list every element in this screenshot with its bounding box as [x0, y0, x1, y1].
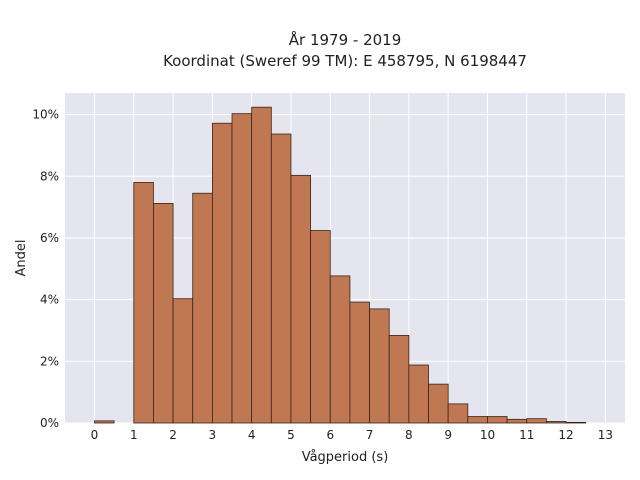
histogram-bar: [408, 364, 429, 424]
histogram-bar: [310, 230, 331, 424]
y-tick-label: 10%: [32, 108, 59, 122]
y-tick-label: 6%: [40, 231, 59, 245]
chart-subtitle: Koordinat (Sweref 99 TM): E 458795, N 61…: [163, 52, 527, 70]
x-tick-label: 8: [405, 428, 413, 442]
bars: [94, 106, 587, 424]
x-tick-label: 11: [519, 428, 534, 442]
x-axis-label: Vågperiod (s): [302, 450, 389, 465]
x-tick-label: 2: [169, 428, 177, 442]
x-tick-label: 12: [558, 428, 573, 442]
x-tick-label: 0: [91, 428, 99, 442]
histogram-bar: [153, 203, 174, 424]
x-tick-label: 1: [130, 428, 138, 442]
histogram-bar: [565, 421, 587, 424]
x-tick-label: 13: [598, 428, 613, 442]
histogram-bar: [506, 418, 528, 424]
histogram-bar: [133, 182, 154, 424]
x-tick-label: 10: [480, 428, 495, 442]
y-tick-label: 4%: [40, 293, 59, 307]
histogram-bar: [487, 416, 508, 424]
histogram-bar: [94, 420, 115, 424]
histogram-bar: [270, 133, 292, 424]
x-tick-label: 4: [248, 428, 256, 442]
histogram-bar: [251, 106, 272, 424]
histogram-bar: [329, 275, 351, 424]
histogram-bar: [428, 383, 449, 424]
x-tick-label: 6: [326, 428, 334, 442]
y-axis-ticks: 0% 2% 4% 6% 8% 10%: [32, 108, 59, 430]
histogram-bar: [526, 418, 547, 424]
y-tick-label: 2%: [40, 354, 59, 368]
x-tick-label: 3: [209, 428, 217, 442]
histogram-bar: [546, 421, 567, 424]
y-tick-label: 0%: [40, 416, 59, 430]
x-tick-label: 9: [444, 428, 452, 442]
chart-title: År 1979 - 2019: [289, 30, 402, 49]
histogram-bar: [369, 308, 390, 424]
x-axis-ticks: 0 1 2 3 4 5 6 7 8 9 10 11 12 13: [91, 428, 613, 442]
x-tick-label: 7: [366, 428, 374, 442]
histogram-bar: [172, 298, 194, 424]
histogram-bar: [231, 113, 253, 424]
histogram-bar: [349, 301, 370, 424]
histogram-bar: [211, 122, 233, 424]
histogram-bar: [192, 192, 213, 424]
histogram-bar: [388, 335, 410, 424]
x-tick-label: 5: [287, 428, 295, 442]
histogram-bar: [467, 416, 488, 424]
histogram-bar: [290, 174, 312, 424]
histogram-bar: [447, 403, 469, 424]
y-axis-label: Andel: [14, 240, 29, 277]
y-tick-label: 8%: [40, 169, 59, 183]
